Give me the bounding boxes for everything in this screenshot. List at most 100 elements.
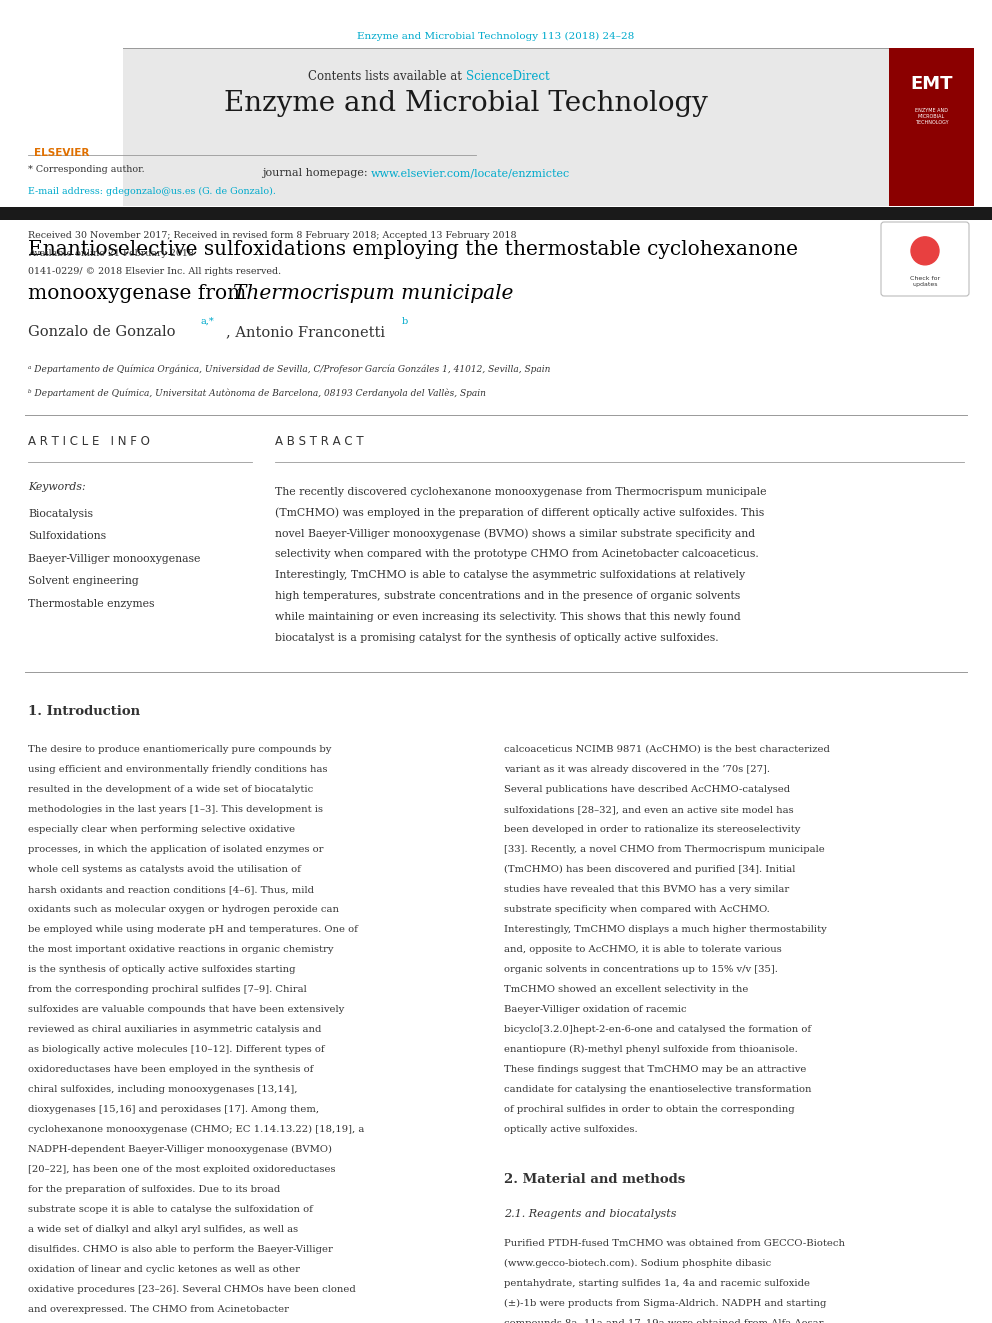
Text: be employed while using moderate pH and temperatures. One of: be employed while using moderate pH and …	[28, 925, 358, 934]
Text: Baeyer-Villiger oxidation of racemic: Baeyer-Villiger oxidation of racemic	[504, 1005, 686, 1013]
Bar	[18, 48, 889, 206]
Text: Interestingly, TmCHMO displays a much higher thermostability: Interestingly, TmCHMO displays a much hi…	[504, 925, 826, 934]
Text: Enzyme and Microbial Technology 113 (2018) 24–28: Enzyme and Microbial Technology 113 (201…	[357, 32, 635, 41]
Circle shape	[911, 237, 939, 265]
Text: https://doi.org/10.1016/j.enzmictec.2018.02.006: https://doi.org/10.1016/j.enzmictec.2018…	[28, 209, 260, 218]
Text: dioxygenases [15,16] and peroxidases [17]. Among them,: dioxygenases [15,16] and peroxidases [17…	[28, 1105, 319, 1114]
Text: 2. Material and methods: 2. Material and methods	[504, 1174, 685, 1185]
Text: variant as it was already discovered in the ’70s [27].: variant as it was already discovered in …	[504, 765, 770, 774]
FancyBboxPatch shape	[881, 222, 969, 296]
Text: oxidation of linear and cyclic ketones as well as other: oxidation of linear and cyclic ketones a…	[28, 1265, 300, 1274]
Text: ᵃ Departamento de Química Orgánica, Universidad de Sevilla, C/Profesor García Go: ᵃ Departamento de Química Orgánica, Univ…	[28, 364, 551, 373]
Text: * Corresponding author.: * Corresponding author.	[28, 165, 145, 175]
Text: Contents lists available at: Contents lists available at	[309, 70, 466, 83]
Text: Several publications have described AcCHMO-catalysed: Several publications have described AcCH…	[504, 785, 790, 794]
Text: optically active sulfoxides.: optically active sulfoxides.	[504, 1125, 638, 1134]
Text: the most important oxidative reactions in organic chemistry: the most important oxidative reactions i…	[28, 945, 333, 954]
Text: ENZYME AND
MICROBIAL
TECHNOLOGY: ENZYME AND MICROBIAL TECHNOLOGY	[915, 108, 948, 124]
Text: b: b	[402, 318, 409, 325]
Text: using efficient and environmentally friendly conditions has: using efficient and environmentally frie…	[28, 765, 327, 774]
Text: (www.gecco-biotech.com). Sodium phosphite dibasic: (www.gecco-biotech.com). Sodium phosphit…	[504, 1259, 771, 1269]
Text: enantiopure (R)-methyl phenyl sulfoxide from thioanisole.: enantiopure (R)-methyl phenyl sulfoxide …	[504, 1045, 798, 1054]
Text: Thermostable enzymes: Thermostable enzymes	[28, 599, 155, 609]
Text: cyclohexanone monooxygenase (CHMO; EC 1.14.13.22) [18,19], a: cyclohexanone monooxygenase (CHMO; EC 1.…	[28, 1125, 364, 1134]
Text: is the synthesis of optically active sulfoxides starting: is the synthesis of optically active sul…	[28, 964, 296, 974]
Text: resulted in the development of a wide set of biocatalytic: resulted in the development of a wide se…	[28, 785, 313, 794]
Text: as biologically active molecules [10–12]. Different types of: as biologically active molecules [10–12]…	[28, 1045, 324, 1054]
Text: oxidative procedures [23–26]. Several CHMOs have been cloned: oxidative procedures [23–26]. Several CH…	[28, 1285, 356, 1294]
Text: substrate specificity when compared with AcCHMO.: substrate specificity when compared with…	[504, 905, 770, 914]
Text: Biocatalysis: Biocatalysis	[28, 509, 93, 519]
Text: processes, in which the application of isolated enzymes or: processes, in which the application of i…	[28, 845, 323, 855]
Text: Purified PTDH-fused TmCHMO was obtained from GECCO-Biotech: Purified PTDH-fused TmCHMO was obtained …	[504, 1240, 845, 1248]
Text: substrate scope it is able to catalyse the sulfoxidation of: substrate scope it is able to catalyse t…	[28, 1205, 312, 1215]
Text: The recently discovered cyclohexanone monooxygenase from Thermocrispum municipal: The recently discovered cyclohexanone mo…	[275, 487, 767, 497]
Text: (±)-1b were products from Sigma-Aldrich. NADPH and starting: (±)-1b were products from Sigma-Aldrich.…	[504, 1299, 826, 1308]
Text: 1. Introduction: 1. Introduction	[28, 705, 140, 718]
Text: 2.1. Reagents and biocatalysts: 2.1. Reagents and biocatalysts	[504, 1209, 677, 1218]
Text: bicyclo[3.2.0]hept-2-en-6-one and catalysed the formation of: bicyclo[3.2.0]hept-2-en-6-one and cataly…	[504, 1025, 811, 1035]
Text: especially clear when performing selective oxidative: especially clear when performing selecti…	[28, 826, 296, 833]
Text: sulfoxides are valuable compounds that have been extensively: sulfoxides are valuable compounds that h…	[28, 1005, 344, 1013]
Text: , Antonio Franconetti: , Antonio Franconetti	[226, 325, 385, 339]
Text: for the preparation of sulfoxides. Due to its broad: for the preparation of sulfoxides. Due t…	[28, 1185, 281, 1193]
Text: methodologies in the last years [1–3]. This development is: methodologies in the last years [1–3]. T…	[28, 804, 323, 814]
Text: organic solvents in concentrations up to 15% v/v [35].: organic solvents in concentrations up to…	[504, 964, 778, 974]
Text: A R T I C L E   I N F O: A R T I C L E I N F O	[28, 435, 150, 448]
Text: Baeyer-Villiger monooxygenase: Baeyer-Villiger monooxygenase	[28, 554, 200, 564]
Text: sulfoxidations [28–32], and even an active site model has: sulfoxidations [28–32], and even an acti…	[504, 804, 794, 814]
Text: and overexpressed. The CHMO from Acinetobacter: and overexpressed. The CHMO from Acineto…	[28, 1304, 289, 1314]
Text: from the corresponding prochiral sulfides [7–9]. Chiral: from the corresponding prochiral sulfide…	[28, 986, 307, 994]
Bar	[0, 206, 992, 220]
Text: ScienceDirect: ScienceDirect	[466, 70, 550, 83]
Text: Enzyme and Microbial Technology: Enzyme and Microbial Technology	[224, 90, 708, 116]
Text: Available online 21 February 2018: Available online 21 February 2018	[28, 249, 193, 258]
Text: chiral sulfoxides, including monooxygenases [13,14],: chiral sulfoxides, including monooxygena…	[28, 1085, 298, 1094]
Text: harsh oxidants and reaction conditions [4–6]. Thus, mild: harsh oxidants and reaction conditions […	[28, 885, 314, 894]
Text: whole cell systems as catalysts avoid the utilisation of: whole cell systems as catalysts avoid th…	[28, 865, 301, 875]
Text: Keywords:: Keywords:	[28, 482, 85, 492]
Text: reviewed as chiral auxiliaries in asymmetric catalysis and: reviewed as chiral auxiliaries in asymme…	[28, 1025, 321, 1035]
Text: www.elsevier.com/locate/enzmictec: www.elsevier.com/locate/enzmictec	[371, 168, 570, 179]
Text: oxidoreductases have been employed in the synthesis of: oxidoreductases have been employed in th…	[28, 1065, 313, 1074]
Text: novel Baeyer-Villiger monooxygenase (BVMO) shows a similar substrate specificity: novel Baeyer-Villiger monooxygenase (BVM…	[275, 529, 755, 540]
Text: Solvent engineering: Solvent engineering	[28, 577, 139, 586]
Text: a wide set of dialkyl and alkyl aryl sulfides, as well as: a wide set of dialkyl and alkyl aryl sul…	[28, 1225, 299, 1234]
Text: E-mail address: gdegonzalo@us.es (G. de Gonzalo).: E-mail address: gdegonzalo@us.es (G. de …	[28, 187, 276, 196]
Text: ELSEVIER: ELSEVIER	[35, 148, 89, 157]
Text: high temperatures, substrate concentrations and in the presence of organic solve: high temperatures, substrate concentrati…	[275, 591, 740, 601]
Text: been developed in order to rationalize its stereoselectivity: been developed in order to rationalize i…	[504, 826, 801, 833]
Text: compounds 8a, 11a and 17–19a were obtained from Alfa Aesar.: compounds 8a, 11a and 17–19a were obtain…	[504, 1319, 825, 1323]
Text: A B S T R A C T: A B S T R A C T	[275, 435, 364, 448]
Text: selectivity when compared with the prototype CHMO from Acinetobacter calcoacetic: selectivity when compared with the proto…	[275, 549, 759, 560]
Text: Enantioselective sulfoxidations employing the thermostable cyclohexanone: Enantioselective sulfoxidations employin…	[28, 239, 798, 259]
Text: 0141-0229/ © 2018 Elsevier Inc. All rights reserved.: 0141-0229/ © 2018 Elsevier Inc. All righ…	[28, 267, 281, 277]
Text: monooxygenase from: monooxygenase from	[28, 284, 253, 303]
Text: EMT: EMT	[911, 75, 952, 93]
Text: Thermocrispum municipale: Thermocrispum municipale	[233, 284, 514, 303]
Text: Sulfoxidations: Sulfoxidations	[28, 532, 106, 541]
Text: pentahydrate, starting sulfides 1a, 4a and racemic sulfoxide: pentahydrate, starting sulfides 1a, 4a a…	[504, 1279, 810, 1289]
Text: calcoaceticus NCIMB 9871 (AcCHMO) is the best characterized: calcoaceticus NCIMB 9871 (AcCHMO) is the…	[504, 745, 830, 754]
Text: biocatalyst is a promising catalyst for the synthesis of optically active sulfox: biocatalyst is a promising catalyst for …	[275, 632, 718, 643]
Text: of prochiral sulfides in order to obtain the corresponding: of prochiral sulfides in order to obtain…	[504, 1105, 795, 1114]
Text: (TmCHMO) has been discovered and purified [34]. Initial: (TmCHMO) has been discovered and purifie…	[504, 865, 796, 875]
Text: TmCHMO showed an excellent selectivity in the: TmCHMO showed an excellent selectivity i…	[504, 986, 748, 994]
Text: These findings suggest that TmCHMO may be an attractive: These findings suggest that TmCHMO may b…	[504, 1065, 806, 1074]
Bar	[18, 48, 123, 206]
Text: a,*: a,*	[200, 318, 213, 325]
Text: (TmCHMO) was employed in the preparation of different optically active sulfoxide: (TmCHMO) was employed in the preparation…	[275, 508, 764, 519]
Bar	[889, 48, 974, 206]
Text: NADPH-dependent Baeyer-Villiger monooxygenase (BVMO): NADPH-dependent Baeyer-Villiger monooxyg…	[28, 1144, 332, 1154]
Text: Interestingly, TmCHMO is able to catalyse the asymmetric sulfoxidations at relat: Interestingly, TmCHMO is able to catalys…	[275, 570, 745, 581]
Text: candidate for catalysing the enantioselective transformation: candidate for catalysing the enantiosele…	[504, 1085, 811, 1094]
Text: while maintaining or even increasing its selectivity. This shows that this newly: while maintaining or even increasing its…	[275, 611, 741, 622]
Text: studies have revealed that this BVMO has a very similar: studies have revealed that this BVMO has…	[504, 885, 790, 894]
Text: Check for
updates: Check for updates	[910, 277, 940, 287]
Text: disulfides. CHMO is also able to perform the Baeyer-Villiger: disulfides. CHMO is also able to perform…	[28, 1245, 333, 1254]
Text: ᵇ Departament de Química, Universitat Autònoma de Barcelona, 08193 Cerdanyola de: ᵇ Departament de Química, Universitat Au…	[28, 389, 486, 398]
Text: and, opposite to AcCHMO, it is able to tolerate various: and, opposite to AcCHMO, it is able to t…	[504, 945, 782, 954]
Text: [33]. Recently, a novel CHMO from Thermocrispum municipale: [33]. Recently, a novel CHMO from Thermo…	[504, 845, 824, 855]
Text: Received 30 November 2017; Received in revised form 8 February 2018; Accepted 13: Received 30 November 2017; Received in r…	[28, 232, 517, 239]
Text: journal homepage:: journal homepage:	[262, 168, 371, 179]
